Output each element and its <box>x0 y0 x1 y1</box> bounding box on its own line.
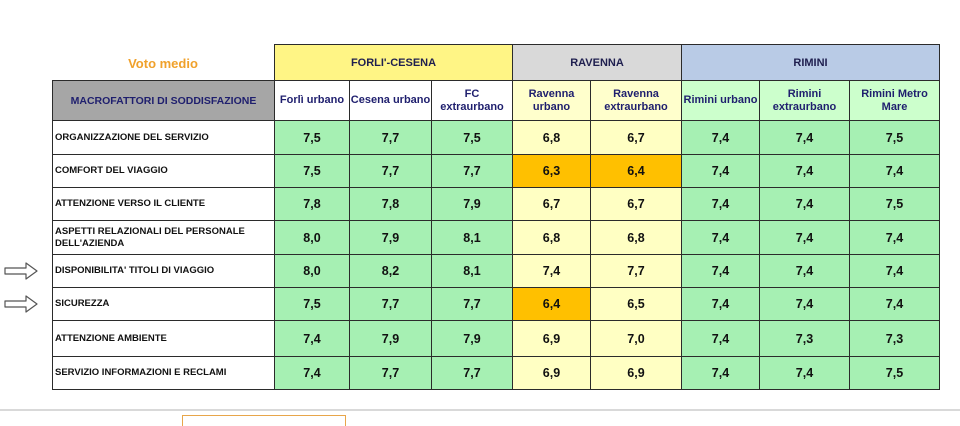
column-header: Cesena urbano <box>349 80 432 121</box>
column-header: Ravenna urbano <box>512 80 591 121</box>
arrow-right-icon <box>4 295 38 313</box>
value-cell: 7,4 <box>759 254 850 288</box>
value-cell: 7,4 <box>849 154 940 188</box>
value-cell: 6,3 <box>512 154 591 188</box>
value-cell: 7,7 <box>431 154 513 188</box>
value-cell: 7,9 <box>431 187 513 221</box>
value-cell: 7,7 <box>349 154 432 188</box>
value-cell: 7,4 <box>849 220 940 255</box>
value-cell: 7,4 <box>681 356 760 390</box>
value-cell: 7,4 <box>274 356 350 390</box>
value-cell: 7,4 <box>759 154 850 188</box>
column-header: Rimini urbano <box>681 80 760 121</box>
value-cell: 7,3 <box>759 320 850 357</box>
row-label: COMFORT DEL VIAGGIO <box>52 154 275 188</box>
value-cell: 7,4 <box>759 287 850 321</box>
value-cell: 6,9 <box>590 356 682 390</box>
value-cell: 6,4 <box>512 287 591 321</box>
group-header: RIMINI <box>681 44 940 81</box>
value-cell: 7,4 <box>681 120 760 155</box>
value-cell: 7,8 <box>274 187 350 221</box>
table-row: COMFORT DEL VIAGGIO 7,5 7,7 7,7 6,3 6,4 7,4 7,4… <box>52 154 940 188</box>
value-cell: 7,3 <box>849 320 940 357</box>
value-cell: 7,7 <box>349 287 432 321</box>
value-cell: 7,5 <box>849 187 940 221</box>
row-label: DISPONIBILITA' TITOLI DI VIAGGIO <box>52 254 275 288</box>
value-cell: 7,0 <box>590 320 682 357</box>
value-cell: 8,0 <box>274 220 350 255</box>
column-header: Forlì urbano <box>274 80 350 121</box>
value-cell: 7,7 <box>431 287 513 321</box>
value-cell: 6,8 <box>512 120 591 155</box>
column-header: Rimini Metro Mare <box>849 80 940 121</box>
table-row: DISPONIBILITA' TITOLI DI VIAGGIO 8,0 8,2 8,… <box>52 254 940 288</box>
table-row: SICUREZZA 7,5 7,7 7,7 6,4 6,5 7,4 7,4 7,4 <box>52 287 940 321</box>
value-cell: 7,4 <box>681 154 760 188</box>
value-cell: 7,5 <box>849 356 940 390</box>
table-row: ATTENZIONE VERSO IL CLIENTE 7,8 7,8 7,9 6,7 6… <box>52 187 940 221</box>
value-cell: 6,7 <box>590 187 682 221</box>
value-cell: 8,1 <box>431 220 513 255</box>
value-cell: 6,7 <box>512 187 591 221</box>
value-cell: 6,8 <box>512 220 591 255</box>
value-cell: 7,4 <box>512 254 591 288</box>
table-row: ATTENZIONE AMBIENTE 7,4 7,9 7,9 6,9 7,0 7,4 7,3… <box>52 320 940 357</box>
slide-bottom-border <box>0 409 960 423</box>
row-label: ORGANIZZAZIONE DEL SERVIZIO <box>52 120 275 155</box>
row-label: ATTENZIONE VERSO IL CLIENTE <box>52 187 275 221</box>
value-cell: 7,4 <box>274 320 350 357</box>
value-cell: 7,4 <box>849 287 940 321</box>
value-cell: 6,7 <box>590 120 682 155</box>
group-header: FORLI'-CESENA <box>274 44 513 81</box>
table-row: SERVIZIO INFORMAZIONI E RECLAMI 7,4 7,7 7,7… <box>52 356 940 390</box>
value-cell: 7,5 <box>274 287 350 321</box>
value-cell: 7,4 <box>849 254 940 288</box>
macro-header: MACROFATTORI DI SODDISFAZIONE <box>52 80 275 121</box>
value-cell: 6,8 <box>590 220 682 255</box>
arrow-right-icon <box>4 262 38 280</box>
satisfaction-table: FORLI'-CESENA RAVENNA RIMINI MACROFATTORI D… <box>52 44 940 390</box>
value-cell: 7,5 <box>431 120 513 155</box>
column-header: Rimini extraurbano <box>759 80 850 121</box>
value-cell: 7,4 <box>759 120 850 155</box>
value-cell: 8,2 <box>349 254 432 288</box>
row-label: SERVIZIO INFORMAZIONI E RECLAMI <box>52 356 275 390</box>
value-cell: 8,0 <box>274 254 350 288</box>
group-header: RAVENNA <box>512 44 682 81</box>
column-header: Ravenna extraurbano <box>590 80 682 121</box>
value-cell: 6,9 <box>512 320 591 357</box>
value-cell: 7,4 <box>759 220 850 255</box>
value-cell: 7,4 <box>681 220 760 255</box>
value-cell: 7,5 <box>274 120 350 155</box>
row-label: ASPETTI RELAZIONALI DEL PERSONALE DELL'A… <box>52 220 275 255</box>
value-cell: 7,4 <box>759 356 850 390</box>
empty-corner <box>53 45 275 81</box>
value-cell: 7,7 <box>349 120 432 155</box>
value-cell: 7,9 <box>349 320 432 357</box>
value-cell: 7,4 <box>681 320 760 357</box>
value-cell: 6,4 <box>590 154 682 188</box>
value-cell: 8,1 <box>431 254 513 288</box>
value-cell: 6,5 <box>590 287 682 321</box>
value-cell: 7,9 <box>349 220 432 255</box>
value-cell: 7,4 <box>681 187 760 221</box>
value-cell: 7,5 <box>274 154 350 188</box>
page-title: Voto medio <box>128 56 198 71</box>
value-cell: 7,8 <box>349 187 432 221</box>
value-cell: 6,9 <box>512 356 591 390</box>
value-cell: 7,7 <box>431 356 513 390</box>
table-row: ORGANIZZAZIONE DEL SERVIZIO 7,5 7,7 7,5 6,8 6… <box>52 120 940 155</box>
table-row: ASPETTI RELAZIONALI DEL PERSONALE DELL'A… <box>52 220 940 255</box>
value-cell: 7,7 <box>349 356 432 390</box>
value-cell: 7,4 <box>681 287 760 321</box>
value-cell: 7,4 <box>681 254 760 288</box>
value-cell: 7,7 <box>590 254 682 288</box>
value-cell: 7,9 <box>431 320 513 357</box>
value-cell: 7,4 <box>759 187 850 221</box>
row-label: SICUREZZA <box>52 287 275 321</box>
value-cell: 7,5 <box>849 120 940 155</box>
row-label: ATTENZIONE AMBIENTE <box>52 320 275 357</box>
column-header: FC extraurbano <box>431 80 513 121</box>
